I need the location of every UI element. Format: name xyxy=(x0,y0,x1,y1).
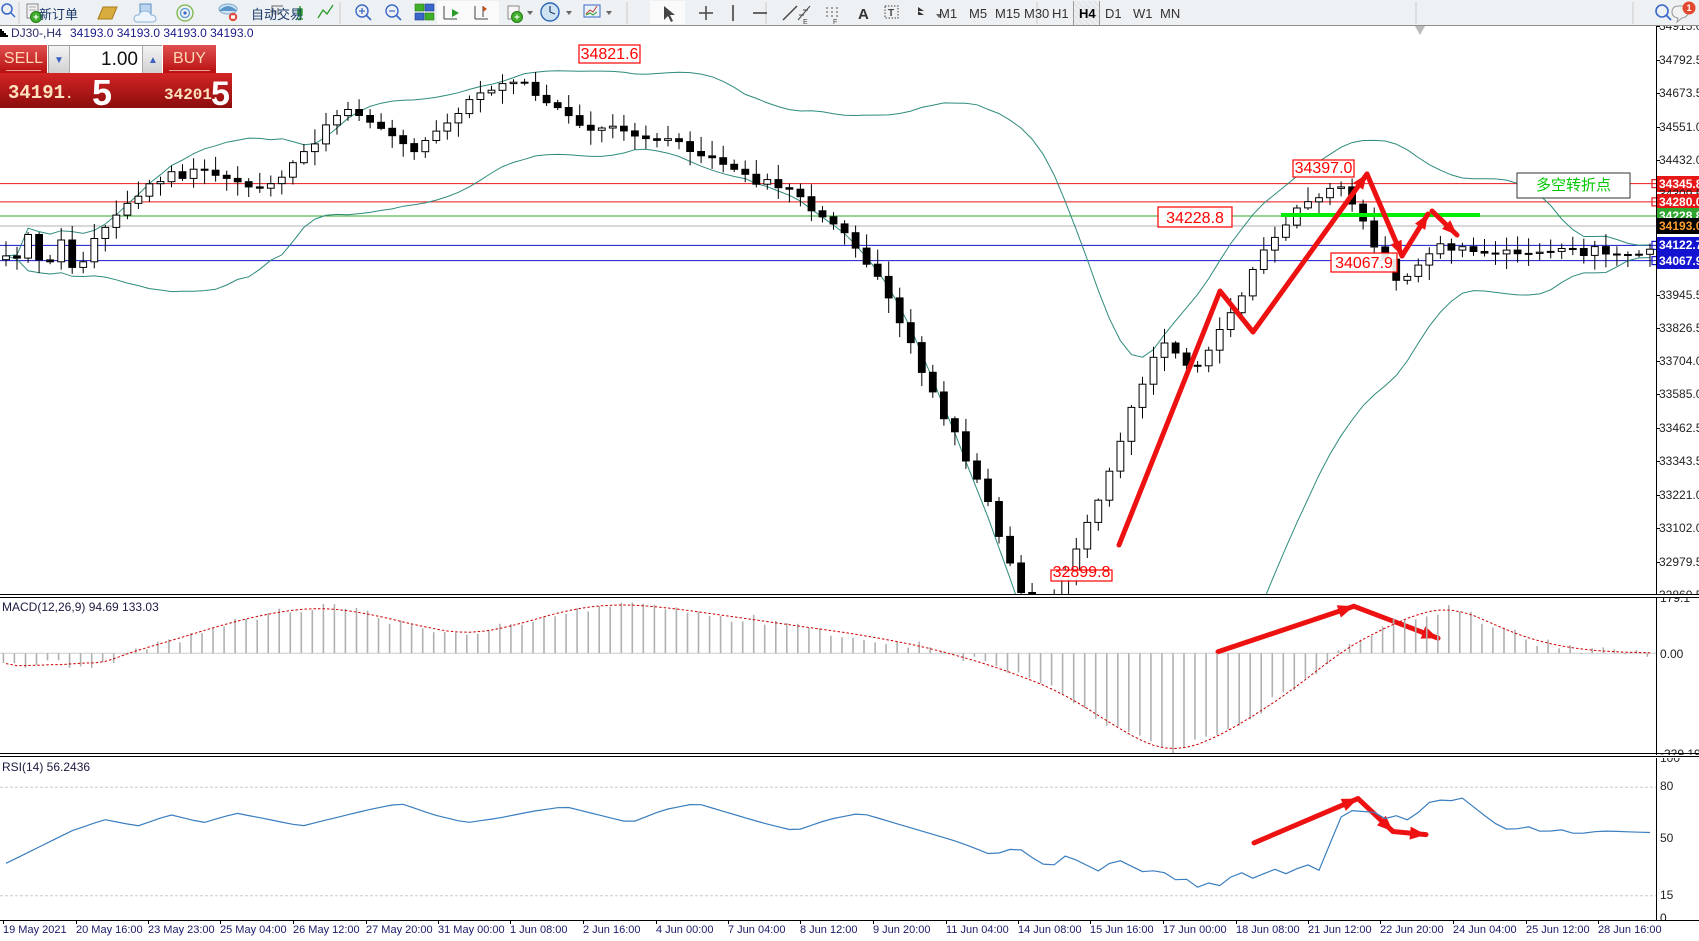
svg-text:34067.9: 34067.9 xyxy=(1335,255,1393,272)
svg-text:34397.0: 34397.0 xyxy=(1295,160,1353,177)
svg-text:34228.8: 34228.8 xyxy=(1166,210,1224,227)
svg-text:32899.8: 32899.8 xyxy=(1053,564,1111,581)
svg-text:34193.0 34193.0 34193.0 34193.: 34193.0 34193.0 34193.0 34193.0 xyxy=(70,26,254,40)
svg-text:34821.6: 34821.6 xyxy=(581,46,639,63)
svg-text:多空转折点: 多空转折点 xyxy=(1536,177,1611,194)
svg-text:DJ30-,H4: DJ30-,H4 xyxy=(11,26,62,40)
